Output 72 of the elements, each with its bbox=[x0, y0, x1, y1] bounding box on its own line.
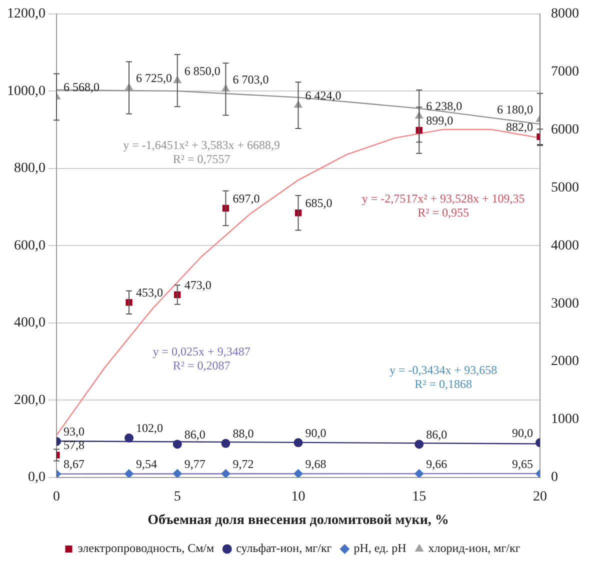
x-tick-label: 20 bbox=[533, 489, 547, 504]
data-label: 882,0 bbox=[506, 120, 533, 134]
y2-tick-label: 8000 bbox=[551, 6, 579, 22]
annotation: R² = 0,955 bbox=[418, 205, 469, 220]
annotation: y = -1,6451x² + 3,583x + 6688,9 bbox=[123, 138, 280, 152]
data-label: 6 424,0 bbox=[305, 88, 342, 102]
data-label: 9,54 bbox=[136, 456, 158, 471]
data-label: 6 850,0 bbox=[184, 64, 220, 78]
data-label: 899,0 bbox=[426, 113, 454, 128]
data-label: 8,67 bbox=[64, 457, 84, 472]
data-label: 86,0 bbox=[184, 427, 206, 442]
data-label: 93,0 bbox=[64, 424, 84, 439]
data-label: 102,0 bbox=[136, 421, 164, 436]
data-label: 57,8 bbox=[64, 438, 84, 452]
data-label: 90,0 bbox=[512, 426, 533, 440]
point bbox=[172, 469, 182, 478]
y-tick-label: 200,0 bbox=[14, 392, 46, 408]
legend-label: хлорид-ион, мг/кг bbox=[428, 541, 520, 556]
y-tick-label: 600,0 bbox=[14, 238, 46, 254]
data-label: 9,77 bbox=[184, 456, 206, 471]
data-label: 9,65 bbox=[512, 456, 533, 471]
data-label: 90,0 bbox=[305, 426, 326, 440]
data-label: 453,0 bbox=[136, 286, 164, 300]
y2-tick-label: 5000 bbox=[551, 180, 579, 196]
data-label: 685,0 bbox=[305, 196, 332, 210]
point bbox=[294, 438, 303, 448]
data-label: 6 238,0 bbox=[426, 99, 462, 114]
annotation: y = -0,3434x + 93,658 bbox=[390, 362, 498, 377]
annotation: y = -2,7517x² + 93,528x + 109,35 bbox=[362, 192, 525, 206]
y2-tick-label: 7000 bbox=[551, 64, 579, 80]
y-tick-label: 1000,0 bbox=[7, 84, 46, 99]
point bbox=[294, 469, 303, 478]
point bbox=[172, 440, 182, 449]
y2-tick-label: 0 bbox=[551, 470, 558, 486]
annotation: R² = 0,7557 bbox=[172, 152, 230, 166]
legend-label: электропроводность, См/м bbox=[78, 541, 215, 556]
point bbox=[124, 469, 134, 478]
point bbox=[124, 434, 134, 443]
data-label: 9,68 bbox=[305, 456, 326, 471]
point bbox=[221, 469, 230, 478]
y2-tick-label: 3000 bbox=[551, 296, 579, 312]
x-tick-label: 10 bbox=[291, 489, 306, 504]
legend-label: сульфат-ион, мг/кг bbox=[236, 541, 332, 556]
x-tick-label: 0 bbox=[53, 489, 60, 504]
y-tick-label: 800,0 bbox=[14, 161, 46, 176]
x-tick-label: 5 bbox=[174, 489, 181, 504]
data-label: 88,0 bbox=[232, 426, 254, 441]
legend-label: pH, ед. pH bbox=[354, 541, 407, 556]
data-label: 473,0 bbox=[184, 278, 212, 292]
data-label: 6 568,0 bbox=[64, 80, 100, 94]
annotation: R² = 0,1868 bbox=[414, 376, 472, 391]
annotation: y = 0,025x + 9,3487 bbox=[152, 344, 250, 358]
annotation: R² = 0,2087 bbox=[172, 358, 230, 372]
data-label: 9,66 bbox=[426, 456, 448, 471]
y-tick-label: 0,0 bbox=[28, 470, 46, 486]
x-axis-title: Объемная доля внесения доломитовой муки, % bbox=[148, 513, 449, 528]
point bbox=[221, 438, 230, 448]
x-tick-label: 15 bbox=[412, 489, 426, 504]
data-label: 6 725,0 bbox=[136, 71, 172, 86]
y2-tick-label: 2000 bbox=[551, 354, 579, 370]
data-label: 9,72 bbox=[232, 456, 254, 471]
y2-tick-label: 4000 bbox=[551, 238, 579, 254]
data-label: 6 703,0 bbox=[232, 72, 269, 86]
y2-tick-label: 1000 bbox=[551, 412, 579, 428]
data-label: 6 180,0 bbox=[497, 102, 533, 117]
data-label: 697,0 bbox=[232, 191, 260, 206]
y2-tick-label: 6000 bbox=[551, 122, 579, 138]
y-tick-label: 400,0 bbox=[14, 316, 46, 331]
data-label: 86,0 bbox=[426, 427, 448, 442]
point bbox=[414, 440, 424, 449]
point bbox=[414, 469, 424, 478]
y-tick-label: 1200,0 bbox=[7, 6, 46, 22]
